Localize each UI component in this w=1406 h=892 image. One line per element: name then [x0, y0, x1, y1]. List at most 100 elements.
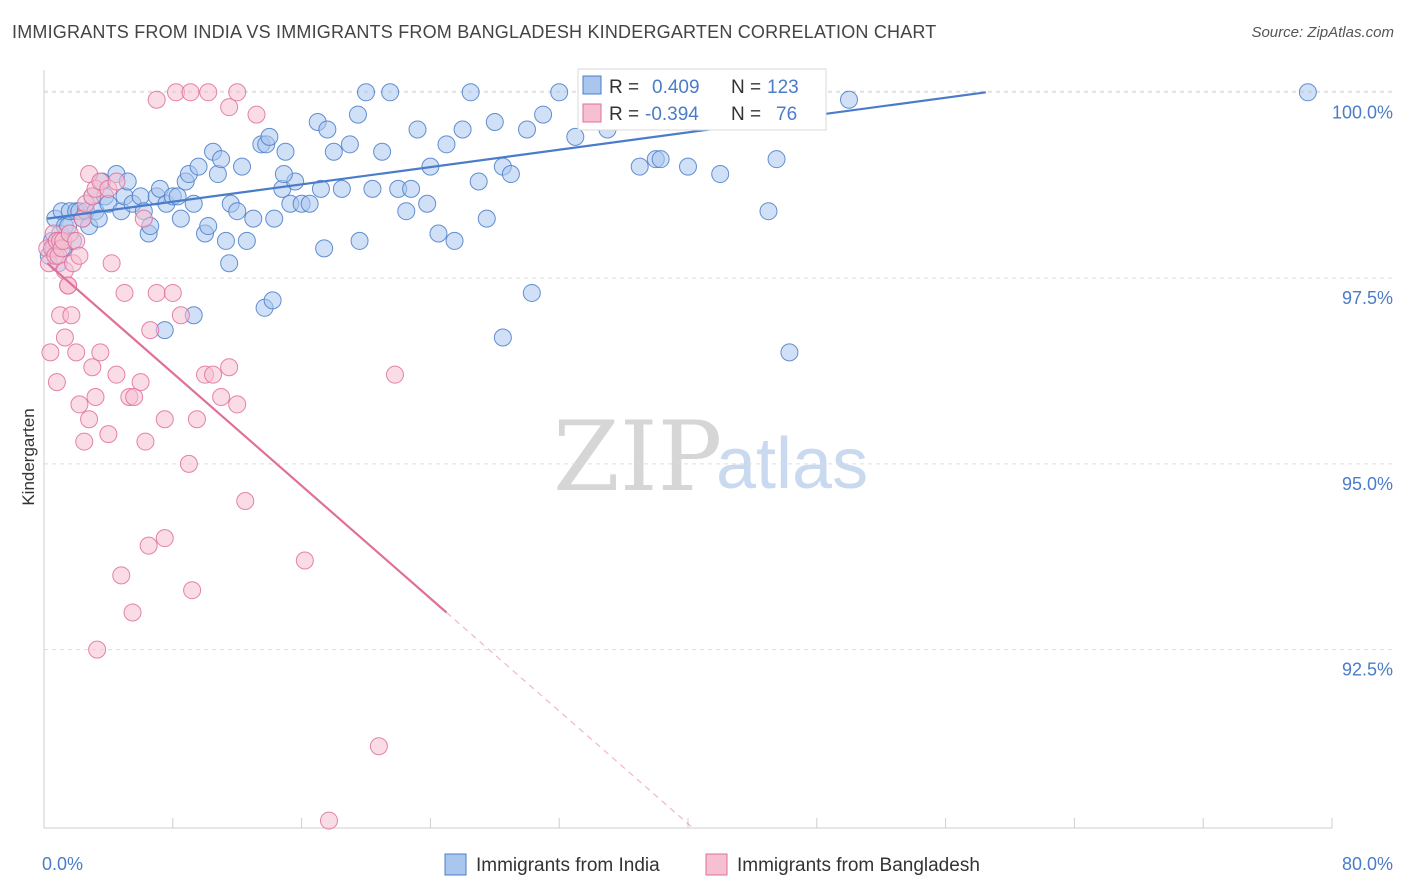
bangladesh-point — [220, 358, 239, 377]
india-point — [453, 120, 472, 139]
india-point — [260, 127, 279, 146]
bangladesh-point — [80, 410, 99, 429]
bangladesh-point — [187, 410, 206, 429]
trend-lines — [46, 91, 986, 829]
bangladesh-point — [319, 811, 338, 830]
series-bangladesh — [38, 83, 404, 830]
india-point — [1298, 83, 1317, 102]
bangladesh-point — [212, 387, 231, 406]
bangladesh-point — [228, 395, 247, 414]
axes — [43, 70, 1333, 829]
stats-swatch-bangladesh — [582, 103, 602, 123]
india-point — [630, 157, 649, 176]
bangladesh-point — [199, 83, 218, 102]
stats-n-india: 123 — [767, 77, 799, 98]
bangladesh-point — [171, 306, 190, 325]
bangladesh-point — [107, 365, 126, 384]
india-point — [220, 254, 239, 273]
y-tick-label: 92.5% — [1342, 660, 1393, 680]
india-point — [363, 179, 382, 198]
y-axis-label: Kindergarten — [19, 408, 38, 505]
india-point — [501, 165, 520, 184]
bangladesh-point — [147, 90, 166, 109]
bangladesh-trend-line — [46, 262, 448, 614]
watermark: ZIP atlas — [553, 401, 868, 513]
india-point — [759, 202, 778, 221]
bangladesh-point — [91, 343, 110, 362]
bangladesh-point — [369, 737, 388, 756]
bangladesh-point — [47, 373, 66, 392]
india-point — [408, 120, 427, 139]
bangladesh-point — [67, 343, 86, 362]
india-point — [566, 127, 585, 146]
india-point — [780, 343, 799, 362]
y-tick-label: 100.0% — [1332, 102, 1393, 122]
bangladesh-point — [179, 454, 198, 473]
india-point — [350, 231, 369, 250]
bangladesh-point — [86, 387, 105, 406]
bangladesh-point — [385, 365, 404, 384]
legend-swatch-india — [444, 853, 467, 876]
stats-legend-box: R = 0.409 N = 123 R = -0.394 N = 76 — [577, 68, 827, 131]
bangladesh-point — [99, 425, 118, 444]
bangladesh-trend-extension — [446, 612, 694, 829]
bangladesh-point — [123, 603, 142, 622]
india-point — [437, 135, 456, 154]
series-india — [39, 83, 1317, 362]
india-point — [445, 231, 464, 250]
india-point — [318, 120, 337, 139]
bangladesh-point — [163, 283, 182, 302]
bangladesh-point — [88, 640, 107, 659]
bangladesh-point — [220, 98, 239, 117]
bangladesh-point — [107, 172, 126, 191]
bangladesh-point — [112, 566, 131, 585]
source-label: Source: ZipAtlas.com — [1251, 24, 1394, 41]
bangladesh-point — [141, 321, 160, 340]
bangladesh-point — [67, 231, 86, 250]
india-point — [373, 142, 392, 161]
watermark-zip: ZIP — [553, 401, 722, 513]
india-point — [228, 202, 247, 221]
india-point — [171, 209, 190, 228]
india-trend-line — [47, 91, 986, 220]
india-point — [711, 165, 730, 184]
india-point — [315, 239, 334, 258]
bangladesh-point — [75, 432, 94, 451]
legend-label-india: Immigrants from India — [476, 855, 660, 876]
stats-r-label-bangladesh: R = — [609, 104, 639, 125]
india-point — [840, 90, 858, 109]
stats-r-india: 0.409 — [652, 77, 700, 98]
india-point — [237, 231, 256, 250]
india-point — [244, 209, 263, 228]
bangladesh-point — [55, 328, 74, 347]
india-point — [348, 105, 367, 124]
india-point — [263, 291, 282, 310]
stats-r-label-india: R = — [609, 77, 639, 98]
india-point — [340, 135, 359, 154]
india-point — [212, 150, 231, 169]
india-point — [208, 165, 227, 184]
india-point — [518, 120, 536, 139]
india-point — [324, 142, 343, 161]
bangladesh-point — [70, 395, 89, 414]
india-point — [418, 194, 437, 213]
india-point — [550, 83, 569, 102]
bangladesh-point — [41, 343, 60, 362]
bangladesh-point — [181, 83, 200, 102]
india-point — [469, 172, 488, 191]
bangladesh-point — [247, 105, 266, 124]
bangladesh-point — [139, 536, 158, 555]
legend-swatch-bangladesh — [705, 853, 728, 876]
india-point — [233, 157, 252, 176]
bangladesh-point — [228, 83, 247, 102]
stats-r-bangladesh: -0.394 — [645, 104, 699, 125]
india-point — [381, 83, 400, 102]
india-point — [429, 224, 448, 243]
india-point — [461, 83, 480, 102]
legend-label-bangladesh: Immigrants from Bangladesh — [737, 855, 980, 876]
india-point — [216, 231, 235, 250]
stats-n-label-bangladesh: N = — [731, 104, 761, 125]
y-tick-label: 95.0% — [1342, 474, 1393, 494]
india-point — [679, 157, 697, 176]
india-point — [402, 179, 421, 198]
